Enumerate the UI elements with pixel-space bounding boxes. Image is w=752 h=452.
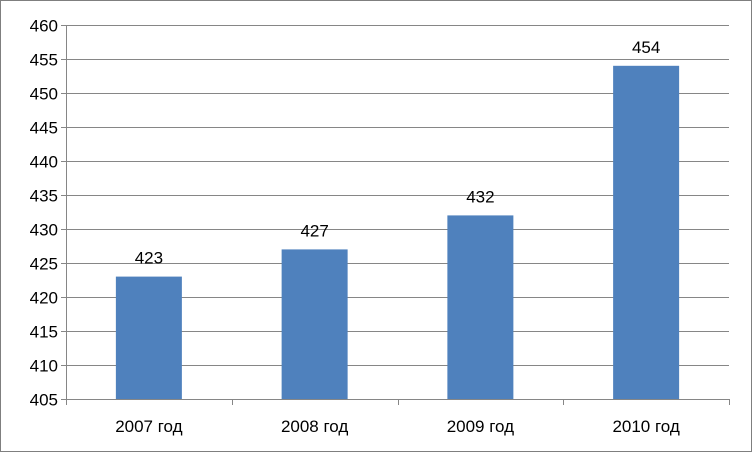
y-tick-label: 430 [30, 221, 58, 240]
data-label: 423 [135, 249, 163, 268]
bar [115, 276, 182, 399]
data-label: 427 [300, 221, 328, 240]
data-label: 432 [466, 187, 494, 206]
y-tick-label: 410 [30, 357, 58, 376]
y-tick-label: 440 [30, 153, 58, 172]
y-tick-label: 455 [30, 51, 58, 70]
y-tick-label: 445 [30, 119, 58, 138]
axes [61, 25, 730, 405]
x-category-label: 2009 год [447, 417, 514, 436]
y-tick-label: 415 [30, 323, 58, 342]
bar [613, 65, 680, 400]
y-tick-label: 420 [30, 289, 58, 308]
x-category-label: 2010 год [612, 417, 679, 436]
x-category-label: 2008 год [281, 417, 348, 436]
data-label: 454 [632, 38, 660, 57]
y-tick-label: 460 [30, 17, 58, 36]
y-tick-label: 435 [30, 187, 58, 206]
bar [447, 215, 514, 399]
y-tick-label: 405 [30, 391, 58, 410]
y-tick-label: 450 [30, 85, 58, 104]
y-tick-label: 425 [30, 255, 58, 274]
x-category-label: 2007 год [115, 417, 182, 436]
labels: 405 410 415 420 425 430 435 440 445 450 455 460 423 2… [30, 17, 680, 437]
bars [115, 65, 680, 400]
bar [281, 249, 348, 399]
